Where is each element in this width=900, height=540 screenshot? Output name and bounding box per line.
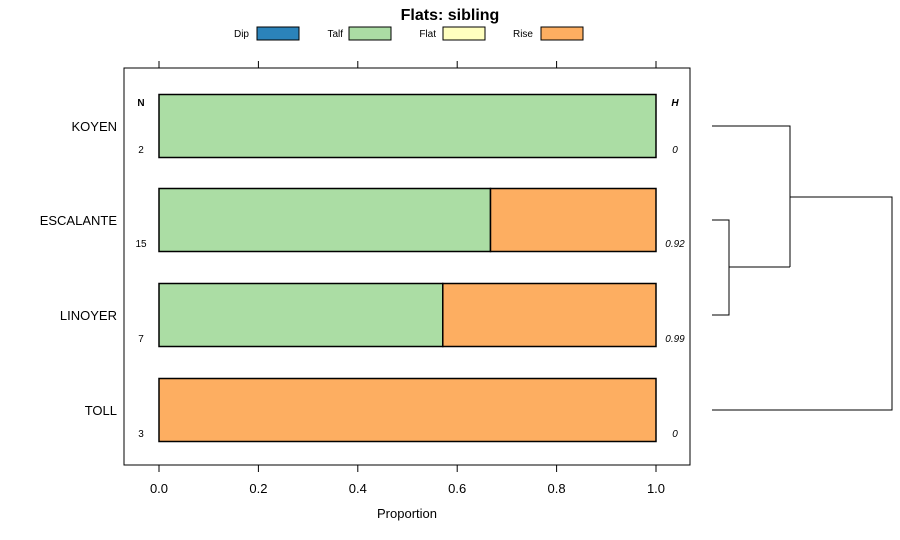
x-axis: 0.0 0.2 0.4 0.6 0.8 1.0 <box>150 61 665 496</box>
h-value-toll: 0 <box>672 429 678 440</box>
x-tick-label: 0.4 <box>349 481 367 496</box>
legend-swatch-rise <box>540 26 584 41</box>
legend-label-talf: Talf <box>327 29 343 40</box>
legend-label-rise: Rise <box>513 29 533 40</box>
x-tick-label: 0.8 <box>548 481 566 496</box>
x-tick-label: 1.0 <box>647 481 665 496</box>
x-tick-label: 0.0 <box>150 481 168 496</box>
legend-swatch-talf <box>348 26 392 41</box>
x-tick-label: 0.2 <box>249 481 267 496</box>
bars <box>158 93 657 443</box>
legend-label-flat: Flat <box>419 29 436 40</box>
legend-label-dip: Dip <box>234 29 249 40</box>
bar-linoyer-rise <box>442 282 657 348</box>
n-value-koyen: 2 <box>138 145 144 156</box>
dendro-link-toll <box>712 196 893 411</box>
bar-linoyer-talf <box>158 282 444 348</box>
n-value-escalante: 15 <box>135 239 147 250</box>
h-value-koyen: 0 <box>672 145 678 156</box>
bar-koyen-talf <box>158 93 657 159</box>
h-value-linoyer: 0.99 <box>665 334 685 345</box>
legend-swatch-flat <box>442 26 486 41</box>
n-header: N <box>137 98 144 109</box>
x-axis-label: Proportion <box>377 506 437 521</box>
n-value-linoyer: 7 <box>138 334 144 345</box>
category-label-linoyer: LINOYER <box>60 308 117 323</box>
legend-swatch-dip <box>256 26 300 41</box>
n-value-toll: 3 <box>138 429 144 440</box>
x-tick-label: 0.6 <box>448 481 466 496</box>
h-value-escalante: 0.92 <box>665 239 685 250</box>
bar-escalante-rise <box>489 187 657 253</box>
category-label-toll: TOLL <box>85 403 117 418</box>
dendrogram <box>712 125 893 411</box>
plot-frame <box>123 67 691 466</box>
category-label-koyen: KOYEN <box>71 119 117 134</box>
legend: Dip Talf Flat Rise <box>234 26 584 41</box>
h-header: H <box>671 98 679 109</box>
category-label-escalante: ESCALANTE <box>40 213 118 228</box>
chart-title: Flats: sibling <box>401 7 500 24</box>
dendro-link-escalante-linoyer <box>712 219 730 316</box>
category-labels: KOYEN 2 0 ESCALANTE 15 0.92 LINOYER 7 0.99 TOLL 3 0 <box>40 119 685 440</box>
dendro-link-koyen <box>712 125 791 267</box>
bar-toll-rise <box>158 377 657 443</box>
bar-escalante-talf <box>158 187 492 253</box>
